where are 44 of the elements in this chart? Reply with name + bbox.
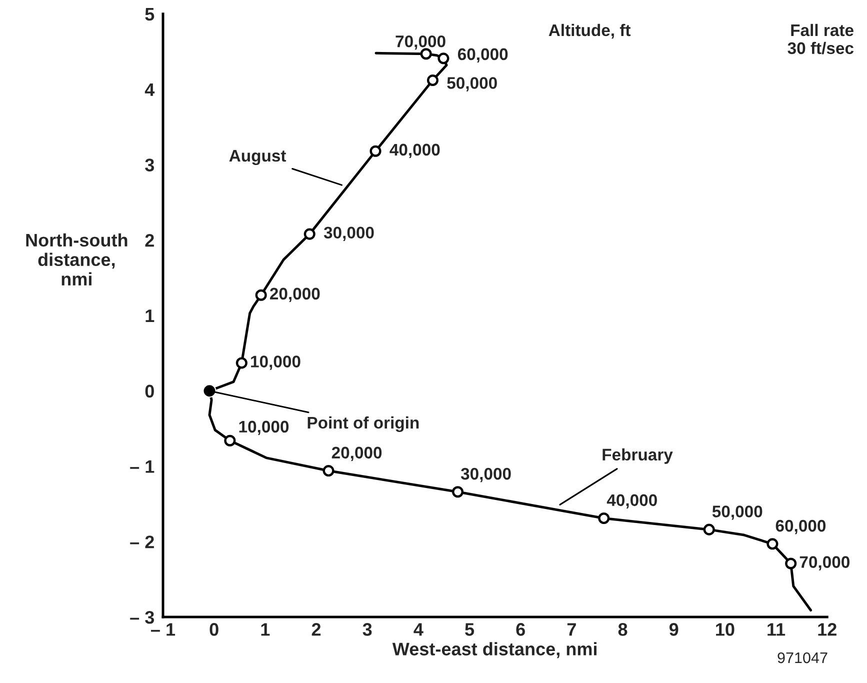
x-tick-label: 1 [261,623,270,636]
x-tick-label: 4 [414,623,424,636]
annotation: 30,000 [460,468,511,482]
x-axis-title: West-east distance, nmi [392,642,596,658]
annotation: 60,000 [458,48,508,63]
annotation: 10,000 [251,356,300,370]
annotation: Point of origin [308,416,419,432]
x-tick-label: 11 [768,623,786,636]
x-tick-label: 9 [669,623,678,636]
annotation: 50,000 [447,77,497,92]
x-tick-label: 0 [210,623,218,636]
annotation: Fall rate 30 ft/sec [788,24,854,54]
annotation: 30,000 [324,226,374,241]
y-tick-label: 3 [145,158,154,172]
annotation: 40,000 [606,494,657,508]
y-axis-title: North-south distance, nmi [26,233,128,286]
text: 971047 [778,652,828,664]
annotation: 20,000 [270,288,320,302]
annotation: 60,000 [776,520,826,534]
annotation: Altitude, ft [548,24,631,39]
annotation: 10,000 [239,420,289,436]
x-tick-label: 12 [818,623,836,636]
annotation: August [229,150,286,166]
y-tick-label: 0 [145,384,154,398]
x-tick-label: 5 [465,623,474,636]
y-tick-label: – 1 [130,460,154,473]
x-tick-label: 2 [312,623,321,636]
x-tick-label: 7 [567,623,576,636]
x-tick-label: 3 [362,623,372,636]
y-tick-label: 5 [145,8,154,21]
x-tick-label: 10 [716,623,734,636]
annotation: 70,000 [396,35,446,50]
annotation: 40,000 [390,144,440,158]
y-tick-label: – 3 [130,610,154,624]
y-tick-label: 2 [145,234,154,247]
x-tick-label: 6 [516,623,525,636]
y-tick-label: 4 [144,83,155,96]
y-tick-label: – 2 [130,536,154,548]
y-tick-label: 1 [146,310,154,322]
annotation: 50,000 [712,506,762,520]
annotation: February [602,448,673,464]
annotation: 70,000 [800,556,850,570]
annotation: 20,000 [332,446,382,461]
x-tick-label: 8 [618,623,628,636]
